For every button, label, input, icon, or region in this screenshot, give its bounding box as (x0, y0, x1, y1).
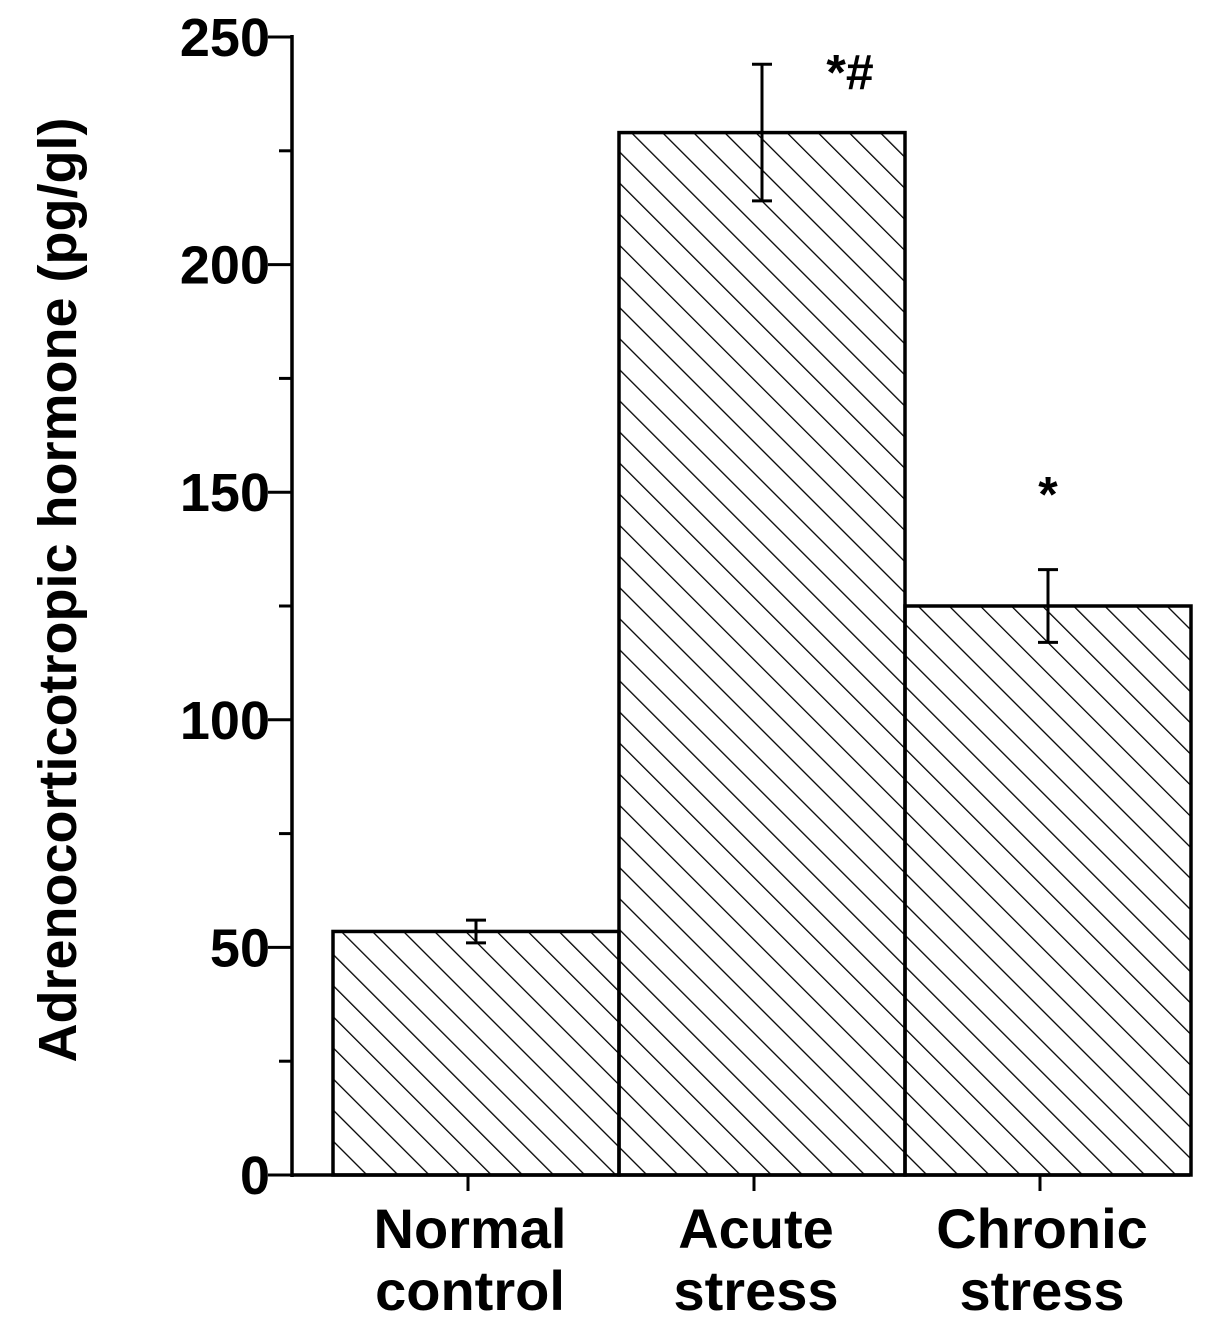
y-tick-label: 0 (240, 1146, 270, 1206)
y-tick-label: 50 (210, 918, 270, 978)
y-tick-label: 150 (180, 463, 270, 523)
category-label-1-line-0: Acute (678, 1197, 834, 1260)
category-label-0-line-0: Normal (374, 1197, 567, 1260)
category-label-2-line-1: stress (959, 1259, 1124, 1322)
y-axis-label: Adrenocorticotropic hormone (pg/gl) (28, 118, 88, 1063)
category-label-2-line-0: Chronic (936, 1197, 1148, 1260)
plot-area: *#*050100150200250NormalcontrolAcutestre… (28, 8, 1193, 1322)
y-tick-label: 100 (180, 691, 270, 751)
y-tick-label: 200 (180, 236, 270, 296)
category-label-1-line-1: stress (673, 1259, 838, 1322)
category-label-0-line-1: control (375, 1259, 565, 1322)
bar-2 (903, 604, 1193, 1177)
bar-1 (617, 130, 907, 1177)
bar-0 (331, 929, 621, 1177)
y-tick-label: 250 (180, 8, 270, 68)
significance-annotation-1: *# (826, 44, 873, 100)
significance-annotation-2: * (1038, 467, 1058, 523)
